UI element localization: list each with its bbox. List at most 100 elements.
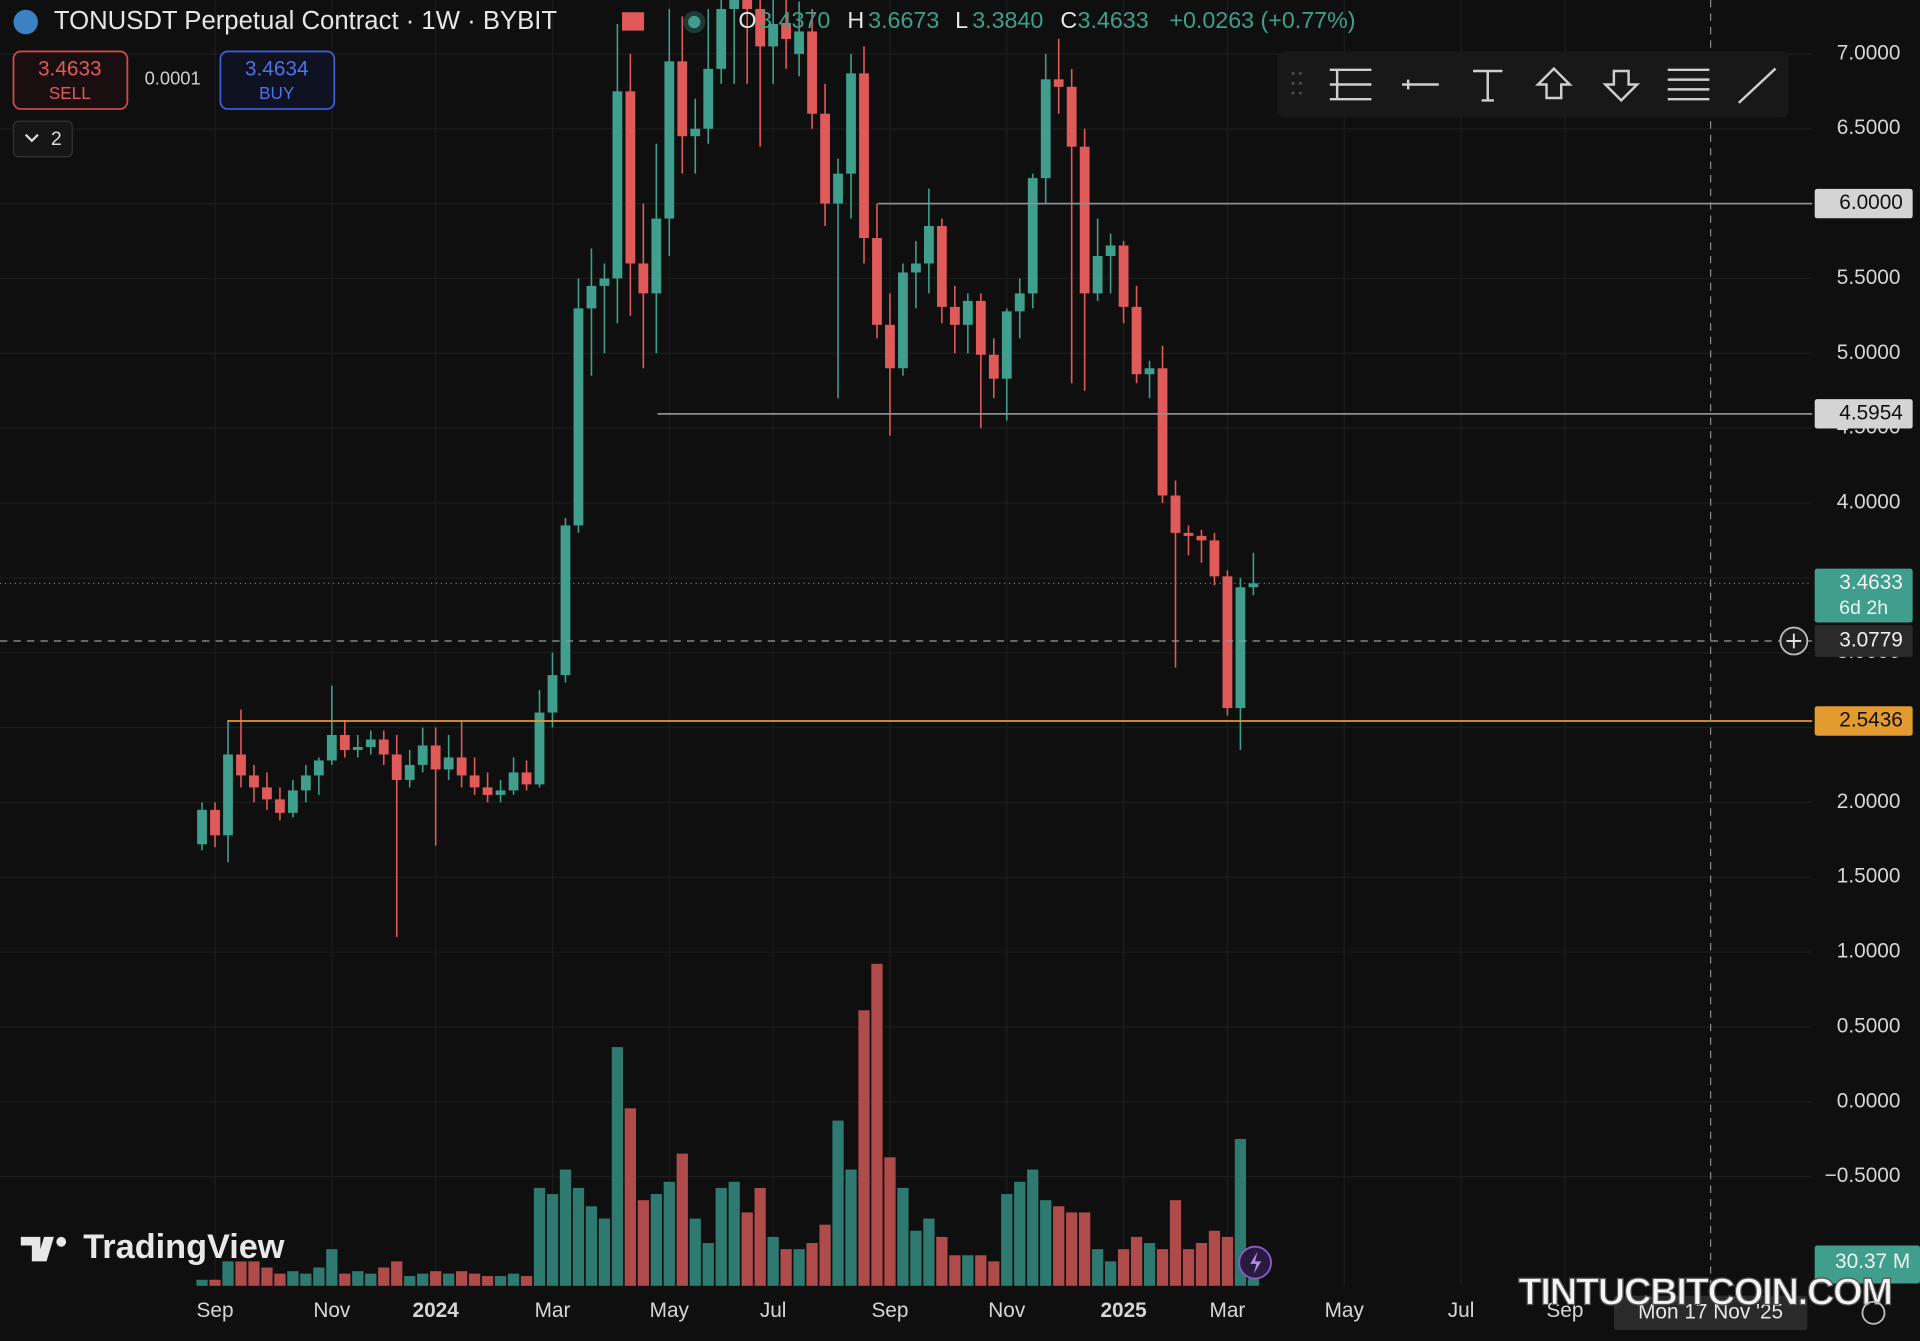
y-tick-label: 0.5000 xyxy=(1837,1014,1901,1037)
y-tick-label: −0.5000 xyxy=(1825,1164,1901,1187)
candle-body xyxy=(560,525,571,676)
buy-button[interactable] xyxy=(219,50,336,110)
volume-bar xyxy=(1104,1261,1117,1286)
buy-price: 3.4634 xyxy=(245,57,309,80)
candle-body xyxy=(911,263,921,273)
candle-body xyxy=(898,272,908,369)
flag-icon[interactable] xyxy=(622,12,645,31)
candle-body xyxy=(573,308,584,526)
symbol-icon xyxy=(13,9,38,35)
indicators-toggle[interactable] xyxy=(12,120,73,158)
volume-bar xyxy=(559,1169,572,1286)
lightning-icon xyxy=(1250,1251,1262,1274)
candle-body xyxy=(1040,79,1051,179)
candle-body xyxy=(703,68,714,129)
arrow-up-tool[interactable] xyxy=(1535,66,1573,100)
levels-tool[interactable] xyxy=(1667,68,1710,101)
chevron-icon xyxy=(24,133,39,143)
ohlc-h-label: H xyxy=(847,7,864,33)
candle-body xyxy=(846,73,856,174)
volume-bar xyxy=(196,1279,208,1286)
candle-body xyxy=(820,113,830,204)
trendline-tool[interactable] xyxy=(1737,67,1777,104)
candle-body xyxy=(378,739,389,755)
candle-body xyxy=(690,128,701,137)
candle-body xyxy=(456,757,467,776)
volume-bar xyxy=(1182,1249,1195,1286)
candle-body xyxy=(391,754,402,780)
sell-button[interactable] xyxy=(12,50,129,110)
countdown-label: 6d 2h xyxy=(1839,597,1888,619)
arrow-down-tool[interactable] xyxy=(1602,69,1641,103)
volume-bar xyxy=(430,1271,442,1286)
candle-body xyxy=(534,712,545,785)
sell-price: 3.4633 xyxy=(38,57,102,80)
volume-bar xyxy=(923,1218,935,1286)
candle-body xyxy=(677,61,688,137)
candle-body xyxy=(625,91,636,264)
x-tick-label: May xyxy=(1325,1299,1365,1322)
last-price-label: 3.4633 xyxy=(1839,571,1903,594)
volume-bar xyxy=(404,1276,416,1286)
candle-body xyxy=(599,278,610,286)
candle-body xyxy=(339,735,350,750)
fib-tool[interactable] xyxy=(1329,68,1372,101)
tv-logo: TradingView xyxy=(83,1228,285,1266)
candle-body xyxy=(768,23,779,47)
volume-bar xyxy=(806,1243,818,1286)
candle-body xyxy=(404,764,415,780)
volume-bar xyxy=(689,1218,701,1286)
candle-body xyxy=(988,354,999,379)
volume-bar xyxy=(1117,1249,1130,1286)
volume-bar xyxy=(1247,1278,1260,1286)
candle-body xyxy=(586,285,597,309)
volume-bar xyxy=(728,1181,740,1286)
price-line-label: 4.5954 xyxy=(1839,401,1903,424)
volume-bar xyxy=(209,1279,221,1286)
candle-body xyxy=(612,91,623,279)
y-tick-label: 7.0000 xyxy=(1837,41,1901,64)
y-tick-label: 2.0000 xyxy=(1837,790,1901,813)
candle-body xyxy=(482,787,493,795)
candle-body xyxy=(352,746,363,750)
candle-body xyxy=(1157,368,1168,496)
candle-body xyxy=(521,772,532,785)
volume-bar xyxy=(287,1271,299,1286)
settings-icon[interactable] xyxy=(1861,1300,1886,1325)
volume-bar xyxy=(611,1047,624,1286)
volume-bar xyxy=(1092,1249,1104,1286)
volume-bar xyxy=(417,1273,429,1286)
candle-body xyxy=(1170,495,1181,533)
x-tick-label: Sep xyxy=(871,1299,908,1322)
ohlc-c-label: C xyxy=(1060,7,1077,33)
volume-bar xyxy=(676,1153,688,1286)
volume-bar xyxy=(339,1273,351,1286)
ohlc-low: 3.3840 xyxy=(972,7,1043,33)
price-line-label: 2.5436 xyxy=(1839,708,1903,731)
volume-bar xyxy=(910,1230,922,1286)
volume-bar xyxy=(468,1273,481,1286)
ohlc-close: 3.4633 xyxy=(1078,7,1149,33)
volume-bar xyxy=(832,1120,844,1286)
volume-bar xyxy=(624,1108,636,1286)
symbol-title: TONUSDT Perpetual Contract · 1W · BYBIT xyxy=(54,7,558,35)
volume-bar xyxy=(378,1267,390,1286)
hline-tool[interactable] xyxy=(1402,79,1439,90)
text-tool[interactable] xyxy=(1473,69,1503,102)
candle-body xyxy=(781,23,792,39)
candle-body xyxy=(262,787,272,800)
drag-handle[interactable] xyxy=(1291,72,1302,95)
candle-body xyxy=(547,675,558,713)
x-tick-label: Nov xyxy=(313,1299,351,1322)
candle-body xyxy=(638,263,649,294)
candle-body xyxy=(223,754,233,836)
candle-body xyxy=(807,31,817,114)
candle-body xyxy=(1235,587,1246,709)
candle-body xyxy=(1222,576,1233,709)
x-tick-label: Mar xyxy=(535,1299,571,1322)
volume-bar xyxy=(1001,1194,1013,1286)
candle-body xyxy=(651,218,662,294)
y-tick-label: 4.0000 xyxy=(1837,490,1901,513)
